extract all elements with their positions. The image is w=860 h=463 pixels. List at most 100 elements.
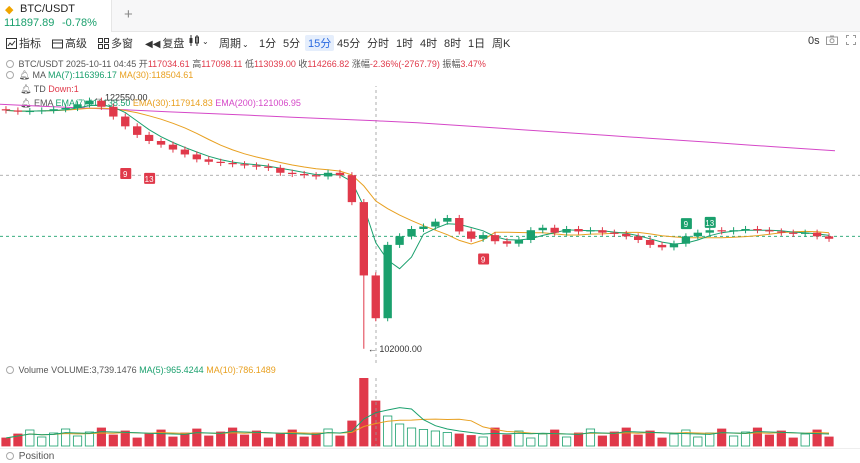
volume-bar xyxy=(204,435,214,447)
low-label: 低 xyxy=(244,59,254,69)
candle-body xyxy=(801,232,810,234)
volume-bar xyxy=(657,437,667,447)
volume-bar xyxy=(395,423,405,447)
interval-8h[interactable]: 8时 xyxy=(444,38,462,50)
volume-bar xyxy=(729,435,739,447)
indicators-button[interactable]: 指标 xyxy=(6,35,41,51)
chart-type-button[interactable]: ⌄ xyxy=(188,35,209,47)
td-marker-label: 9 xyxy=(684,220,689,229)
candle-body xyxy=(669,243,679,248)
interval-timeline[interactable]: 分时 xyxy=(367,38,389,50)
volume-bar xyxy=(621,427,631,447)
interval-1h[interactable]: 1时 xyxy=(396,38,414,50)
candle-body xyxy=(383,244,392,319)
bell-icon[interactable]: 🔔︎ xyxy=(20,98,32,108)
td-marker-label: 13 xyxy=(145,175,154,184)
volume-bar xyxy=(538,433,548,447)
interval-45m[interactable]: 45分 xyxy=(337,38,361,50)
collapse-toggle-icon[interactable] xyxy=(6,71,14,79)
position-panel[interactable]: Position xyxy=(6,451,54,462)
collapse-toggle-icon[interactable] xyxy=(6,366,14,374)
candle-body xyxy=(705,230,714,233)
candle-body xyxy=(276,167,285,173)
candle-body xyxy=(311,175,321,177)
candle-body xyxy=(13,110,23,112)
volume-bar xyxy=(216,431,226,447)
volume-ma5: MA(5):965.4244 xyxy=(139,365,204,375)
candle-body xyxy=(717,230,726,232)
volume-bar xyxy=(681,429,691,447)
volume-bar xyxy=(776,430,786,447)
multi-window-button[interactable]: 多窗 xyxy=(98,35,133,51)
price-chart[interactable]: ← 122550.00 ← 102000.00 9 13 9 9 13 xyxy=(0,86,860,366)
symbol-tab[interactable]: ◆ BTC/USDT 111897.89 -0.78% xyxy=(0,0,112,32)
candle-body xyxy=(657,244,667,248)
candle-body xyxy=(550,227,559,233)
volume-bar xyxy=(645,430,655,447)
ma30-line xyxy=(5,107,830,245)
change-value: -2.36%(-2767.79) xyxy=(369,59,440,69)
interval-1m[interactable]: 1分 xyxy=(259,38,277,50)
candle-body xyxy=(610,232,619,234)
advanced-button[interactable]: 高级 xyxy=(52,35,87,51)
candle-body xyxy=(323,172,333,177)
candle-body xyxy=(109,106,118,117)
interval-1d[interactable]: 1日 xyxy=(468,38,486,50)
ma7-line xyxy=(5,104,830,270)
interval-4h[interactable]: 4时 xyxy=(420,38,438,50)
volume-chart[interactable] xyxy=(0,378,860,448)
toolbar: 指标 高级 多窗 ◀◀ 复盘 ⌄ 周期⌄ 1分 5分 15分 45分 分时 1时 … xyxy=(0,33,860,53)
volume-bar xyxy=(108,434,118,447)
coin-icon: ◆ xyxy=(5,4,14,16)
volume-bar xyxy=(25,429,35,447)
td-marker xyxy=(680,218,692,230)
screenshot-button[interactable] xyxy=(826,35,838,48)
latency-label: 0s xyxy=(808,35,820,47)
candle-body xyxy=(133,126,142,135)
volume-bar xyxy=(514,430,524,447)
candle-body xyxy=(478,235,488,239)
position-label: Position xyxy=(18,451,55,462)
fullscreen-icon xyxy=(846,35,856,45)
high-label: 高 xyxy=(192,59,202,69)
replay-button[interactable]: ◀◀ 复盘 xyxy=(145,35,184,51)
bell-icon[interactable]: 🔔︎ xyxy=(18,70,30,80)
volume-bar xyxy=(168,436,178,447)
candle-body xyxy=(335,172,345,176)
fullscreen-button[interactable] xyxy=(846,35,856,48)
volume-bar xyxy=(299,436,309,447)
add-tab-button[interactable]: + xyxy=(124,6,133,23)
volume-bar xyxy=(335,435,345,447)
multi-window-icon xyxy=(98,38,109,49)
volume-bar xyxy=(156,429,166,447)
interval-1w[interactable]: 周K xyxy=(492,38,511,50)
collapse-toggle-icon[interactable] xyxy=(6,60,14,68)
candle-body xyxy=(240,164,249,166)
candle-body xyxy=(37,110,46,112)
candle-body xyxy=(467,231,476,239)
volume-bar xyxy=(633,434,643,447)
td-marker xyxy=(704,216,716,228)
volume-bar xyxy=(144,433,154,447)
collapse-toggle-icon[interactable] xyxy=(6,452,14,460)
interval-5m[interactable]: 5分 xyxy=(283,38,301,50)
volume-bar xyxy=(490,427,500,447)
volume-bar xyxy=(609,431,619,447)
candle-body xyxy=(347,175,357,203)
volume-bar xyxy=(824,436,834,447)
bell-icon[interactable]: 🔔︎ xyxy=(20,84,32,94)
candle-body xyxy=(622,233,631,237)
td-marker-label: 13 xyxy=(705,219,714,228)
volume-bar xyxy=(37,436,47,447)
candle-body xyxy=(288,172,297,174)
tab-price: 111897.89 xyxy=(4,17,55,29)
volume-bar xyxy=(1,437,11,447)
ema30-value: EMA(30):117914.83 xyxy=(132,98,213,108)
low-marker-label: ← 102000.00 xyxy=(368,344,422,354)
td-marker xyxy=(478,253,490,265)
candle-body xyxy=(73,104,82,108)
volume-bar xyxy=(275,433,285,447)
interval-15m[interactable]: 15分 xyxy=(305,35,335,51)
volume-bar xyxy=(800,433,810,447)
period-dropdown[interactable]: 周期⌄ xyxy=(219,35,249,51)
